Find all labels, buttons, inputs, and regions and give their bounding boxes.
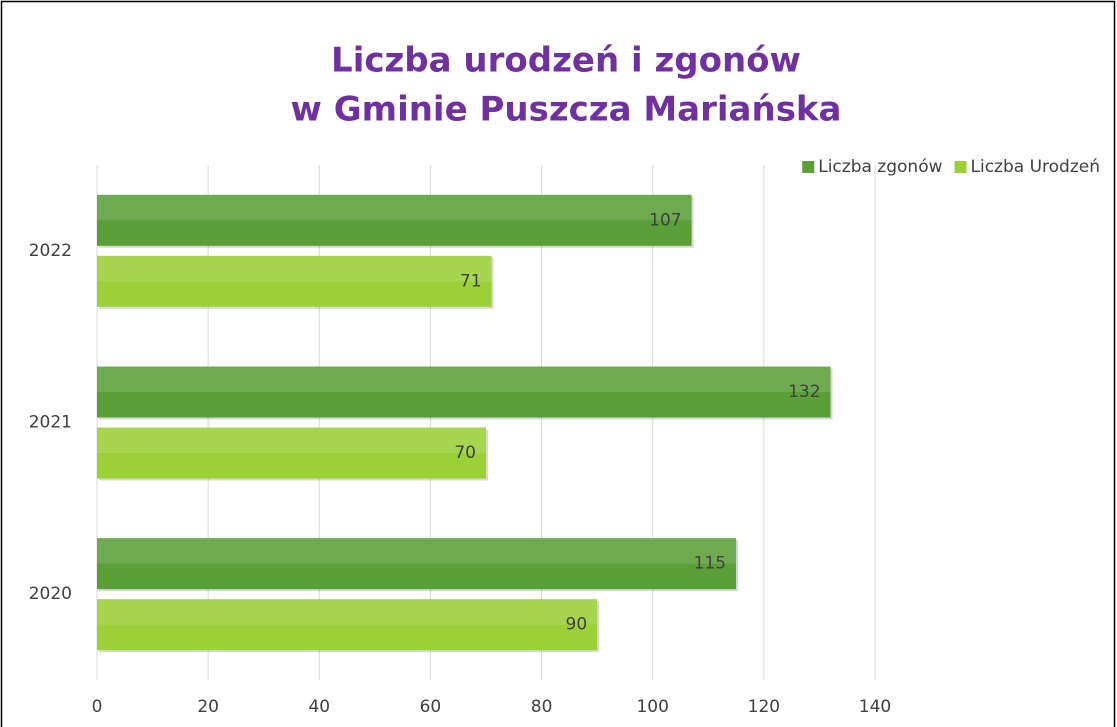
chart-title: w Gminie Puszcza Mariańska	[290, 90, 841, 130]
bar-highlight	[97, 538, 737, 564]
bar-highlight	[97, 599, 598, 625]
bar-highlight	[97, 427, 486, 453]
x-tick-label: 140	[859, 697, 891, 717]
bar-highlight	[97, 366, 831, 392]
x-tick-label: 100	[636, 697, 668, 717]
data-label: 132	[788, 382, 820, 402]
bar-highlight	[97, 255, 492, 282]
bar	[97, 366, 831, 418]
legend-label: Liczba zgonów	[818, 157, 942, 177]
data-label: 90	[566, 615, 588, 635]
x-tick-label: 80	[531, 697, 553, 717]
x-tick-label: 0	[92, 697, 103, 717]
data-label: 70	[454, 443, 476, 463]
bar	[97, 599, 598, 651]
x-tick-label: 20	[197, 697, 219, 717]
legend-swatch	[954, 161, 967, 173]
chart-title: Liczba urodzeń i zgonów	[331, 41, 801, 81]
bar	[97, 427, 486, 479]
legend-label: Liczba Urodzeń	[971, 157, 1100, 177]
y-tick-label: 2022	[29, 241, 72, 261]
data-label: 115	[694, 554, 726, 574]
data-label: 107	[649, 210, 681, 230]
bar-highlight	[97, 194, 692, 221]
y-tick-label: 2021	[29, 413, 72, 433]
x-tick-label: 120	[748, 697, 780, 717]
data-label: 71	[460, 271, 482, 291]
bar	[97, 538, 737, 590]
x-tick-label: 40	[308, 697, 330, 717]
x-tick-label: 60	[420, 697, 442, 717]
y-tick-label: 2020	[29, 584, 72, 604]
bar	[97, 255, 492, 307]
bar	[97, 194, 692, 246]
legend-swatch	[802, 161, 815, 173]
